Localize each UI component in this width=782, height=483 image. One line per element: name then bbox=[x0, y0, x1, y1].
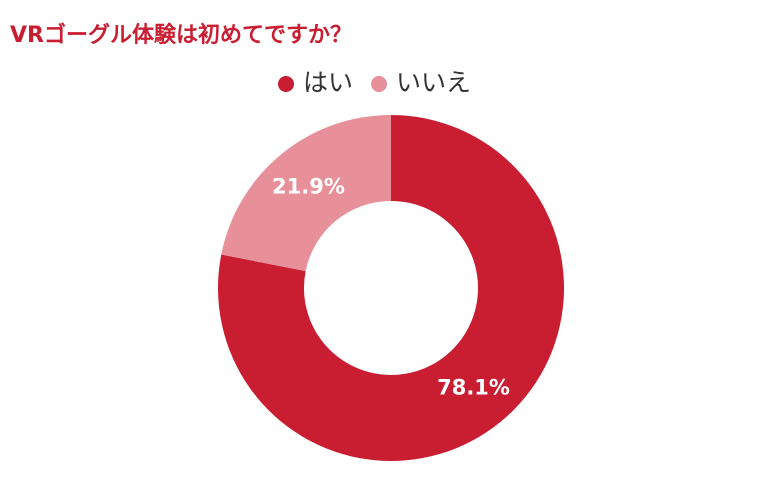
legend-label: いいえ bbox=[396, 68, 471, 97]
donut-segment bbox=[217, 115, 564, 461]
legend-marker bbox=[278, 76, 294, 92]
chart-title: VRゴーグル体験は初めてですか？ bbox=[10, 22, 352, 48]
legend-marker bbox=[371, 76, 388, 92]
value-label: 21.9% bbox=[272, 175, 345, 199]
donut-segment bbox=[221, 115, 391, 272]
legend-label: はい bbox=[303, 68, 353, 97]
value-label: 78.1% bbox=[437, 375, 510, 399]
